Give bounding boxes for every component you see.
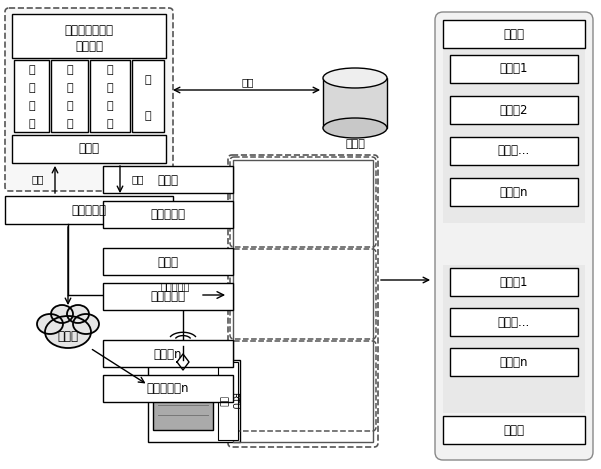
- Ellipse shape: [323, 68, 387, 88]
- Text: 数: 数: [28, 65, 35, 75]
- Text: 基: 基: [66, 65, 73, 75]
- Text: 目标点1: 目标点1: [500, 275, 528, 288]
- Bar: [103, 166, 233, 193]
- Bar: [153, 380, 213, 430]
- Bar: [103, 201, 233, 228]
- Bar: [218, 362, 238, 440]
- Bar: [103, 248, 233, 275]
- Bar: [12, 135, 166, 163]
- Text: 参考点...: 参考点...: [498, 144, 530, 158]
- Bar: [12, 14, 166, 58]
- Text: 变形体: 变形体: [504, 424, 525, 437]
- Text: 目标点...: 目标点...: [498, 316, 530, 328]
- Text: 参考点n: 参考点n: [500, 186, 528, 198]
- Text: 多元测量传感器: 多元测量传感器: [64, 23, 114, 37]
- Text: 其他传感器: 其他传感器: [150, 209, 186, 221]
- Text: 测量机器人n: 测量机器人n: [147, 383, 189, 395]
- Text: 下位机: 下位机: [157, 174, 178, 187]
- Ellipse shape: [37, 314, 63, 334]
- Bar: [233, 160, 373, 442]
- Bar: [103, 283, 233, 310]
- Text: 下位机n: 下位机n: [154, 348, 182, 361]
- Text: 参考体: 参考体: [504, 28, 525, 40]
- Text: 助: 助: [145, 111, 151, 121]
- Bar: [103, 340, 233, 367]
- Bar: [450, 348, 578, 376]
- Text: 参考点1: 参考点1: [500, 62, 528, 76]
- FancyBboxPatch shape: [435, 12, 593, 460]
- Bar: [132, 60, 164, 132]
- Text: 目标点n: 目标点n: [500, 356, 528, 369]
- Text: 数据: 数据: [242, 77, 254, 87]
- Text: 图: 图: [107, 119, 114, 129]
- Bar: [5, 196, 173, 224]
- Text: 置: 置: [66, 119, 73, 129]
- Bar: [450, 137, 578, 165]
- Bar: [103, 375, 233, 402]
- Bar: [450, 178, 578, 206]
- Text: 数据库: 数据库: [345, 139, 365, 149]
- Text: 数: 数: [107, 65, 114, 75]
- Bar: [450, 268, 578, 296]
- Text: 集: 集: [28, 119, 35, 129]
- Bar: [443, 48, 585, 223]
- Ellipse shape: [51, 305, 73, 323]
- Text: 上位机: 上位机: [79, 143, 100, 156]
- Bar: [443, 265, 585, 413]
- Text: 视: 视: [107, 101, 114, 111]
- Text: 数据采集: 数据采集: [75, 39, 103, 53]
- Bar: [443, 416, 585, 444]
- Bar: [450, 308, 578, 336]
- Text: 参考点2: 参考点2: [500, 104, 528, 116]
- FancyBboxPatch shape: [5, 8, 173, 191]
- Ellipse shape: [73, 314, 99, 334]
- Bar: [14, 60, 49, 132]
- Bar: [443, 20, 585, 48]
- Text: 础: 础: [66, 83, 73, 93]
- Text: 互联网: 互联网: [58, 330, 79, 342]
- Bar: [90, 60, 130, 132]
- Bar: [450, 96, 578, 124]
- Text: 据: 据: [107, 83, 114, 93]
- Text: 命令: 命令: [132, 174, 144, 184]
- Bar: [148, 360, 240, 442]
- Text: 多串口通信: 多串口通信: [72, 204, 106, 217]
- Text: 采: 采: [28, 101, 35, 111]
- Bar: [51, 60, 88, 132]
- Text: 数据: 数据: [32, 174, 44, 184]
- Bar: [450, 55, 578, 83]
- Text: 数据线连接: 数据线连接: [160, 281, 190, 291]
- Text: RTU
模块: RTU 模块: [218, 392, 238, 410]
- Text: 帮: 帮: [145, 75, 151, 85]
- Text: 据: 据: [28, 83, 35, 93]
- Text: 下位机: 下位机: [157, 256, 178, 268]
- Ellipse shape: [67, 305, 89, 323]
- Text: 配: 配: [66, 101, 73, 111]
- Text: 测量机器人: 测量机器人: [150, 290, 186, 303]
- Ellipse shape: [45, 316, 91, 348]
- Ellipse shape: [323, 118, 387, 138]
- Bar: [323, 78, 387, 128]
